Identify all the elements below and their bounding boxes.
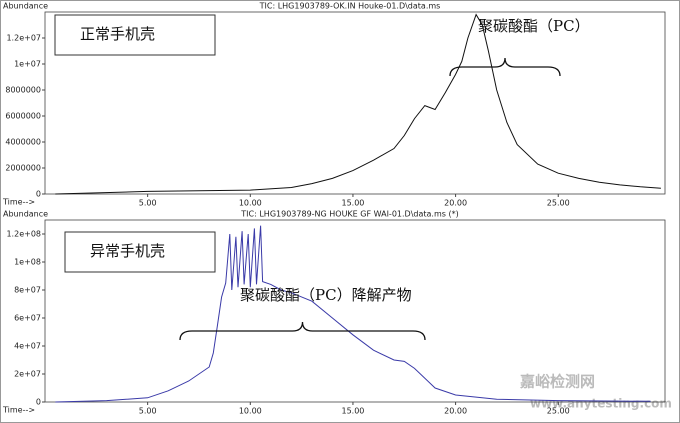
y-tick-label: 2000000 [5,164,41,173]
x-tick-label: 25.00 [547,199,570,208]
x-axis-label: Time--> [2,198,35,207]
chart-title: TIC: LHG1903789-OK.IN Houke-01.D\data.ms [259,2,441,11]
brace [179,321,426,341]
x-tick-label: 10.00 [239,407,262,416]
data-line [55,13,661,195]
x-tick-label: 15.00 [341,199,364,208]
data-line [55,225,651,403]
y-tick-label: 8000000 [5,86,41,95]
label-box [64,231,216,273]
x-tick-label: 20.00 [444,199,467,208]
x-axis-label: Time--> [2,406,35,415]
chart-title: TIC: LHG1903789-NG HOUKE GF WAI-01.D\dat… [240,210,458,219]
y-tick-label: 2e+07 [14,370,41,379]
y-tick-label: 1e+08 [14,258,41,267]
x-tick-label: 5.00 [139,199,157,208]
plot-frame [44,11,666,195]
x-tick-label: 15.00 [341,407,364,416]
watermark: www.anytesting.com [530,397,672,411]
y-tick-label: 1.2e+08 [6,230,41,239]
y-tick-label: 6000000 [5,112,41,121]
x-tick-label: 25.00 [547,407,570,416]
annotation: 聚碳酸酯（PC） [478,17,590,35]
plot-frame [44,219,666,403]
annotation: 聚碳酸酯（PC）降解产物 [240,286,412,304]
sample-label: 异常手机壳 [90,242,165,260]
label-box [54,14,216,56]
y-tick-label: 1.2e+07 [6,34,41,43]
brace [449,57,561,77]
sample-label: 正常手机壳 [80,25,155,43]
x-tick-label: 20.00 [444,407,467,416]
y-tick-label: 4000000 [5,138,41,147]
y-tick-label: 0 [36,398,41,407]
y-tick-label: 0 [36,190,41,199]
watermark: 嘉峪检测网 [519,373,595,391]
y-tick-label: 6e+07 [14,314,41,323]
y-axis-label: Abundance [3,210,48,219]
x-tick-label: 5.00 [139,407,157,416]
x-tick-label: 10.00 [239,199,262,208]
y-tick-label: 8e+07 [14,286,41,295]
y-tick-label: 4e+07 [14,342,41,351]
y-tick-label: 1e+07 [14,60,41,69]
y-axis-label: Abundance [3,2,48,11]
